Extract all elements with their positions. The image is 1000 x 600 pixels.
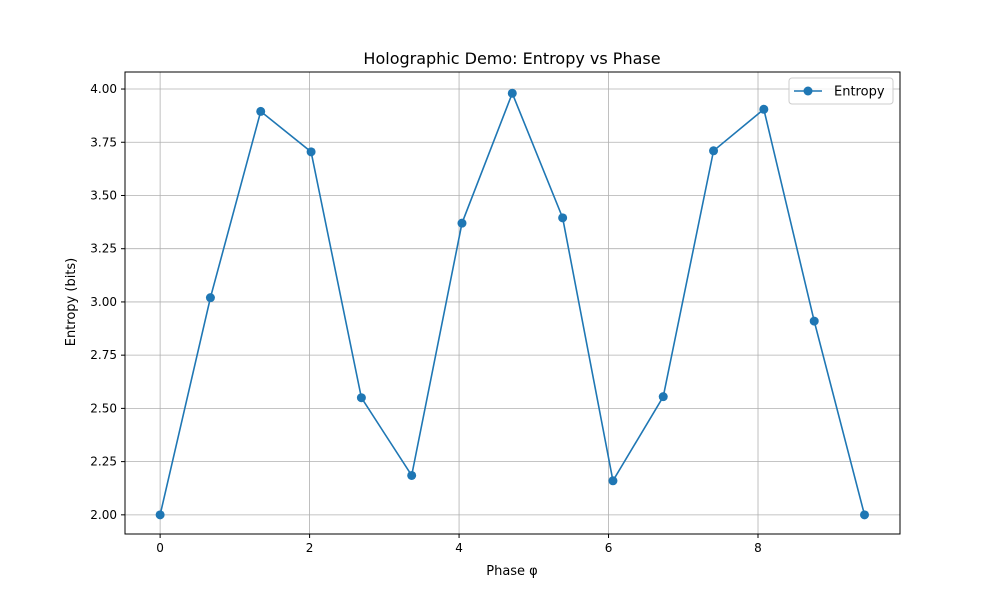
data-point — [608, 476, 618, 486]
data-point — [205, 293, 215, 303]
chart-title: Holographic Demo: Entropy vs Phase — [363, 49, 660, 68]
series-layer — [155, 88, 870, 520]
y-tick-label: 3.50 — [90, 188, 117, 202]
y-tick-label: 2.00 — [90, 508, 117, 522]
x-tick-label: 6 — [605, 541, 613, 555]
y-tick-label: 2.50 — [90, 401, 117, 415]
series-line — [159, 91, 866, 516]
y-tick-label: 3.25 — [90, 242, 117, 256]
data-point — [507, 88, 517, 98]
data-point — [256, 106, 266, 116]
x-tick-label: 2 — [306, 541, 314, 555]
y-tick-label: 2.75 — [90, 348, 117, 362]
x-tick-label: 0 — [156, 541, 164, 555]
data-point — [709, 146, 719, 156]
data-point — [457, 218, 467, 228]
y-tick-label: 3.75 — [90, 135, 117, 149]
plot-frame — [124, 71, 901, 535]
axes-layer: 0 2 4 6 8 2.00 2.25 2.50 2.75 3.00 3.25 3.50 3.75 4.0… — [90, 71, 901, 555]
data-point — [306, 147, 316, 157]
x-tick-label: 4 — [455, 541, 463, 555]
grid-layer — [125, 72, 900, 534]
x-axis-label: Phase φ — [486, 564, 538, 579]
data-point — [155, 510, 165, 520]
data-point — [809, 316, 819, 326]
y-tick-label: 2.25 — [90, 455, 117, 469]
legend-box — [788, 77, 894, 105]
data-point — [860, 510, 870, 520]
legend-marker — [803, 86, 813, 96]
x-tick-label: 8 — [754, 541, 762, 555]
data-point — [558, 213, 568, 223]
data-point — [356, 393, 366, 403]
data-point — [658, 392, 668, 402]
data-point — [759, 104, 769, 114]
y-tick-label: 4.00 — [90, 82, 117, 96]
data-point — [407, 470, 417, 480]
legend-label: Entropy — [834, 85, 885, 100]
y-tick-label: 3.00 — [90, 295, 117, 309]
legend: Entropy — [788, 77, 894, 105]
y-axis-label: Entropy (bits) — [64, 258, 79, 347]
